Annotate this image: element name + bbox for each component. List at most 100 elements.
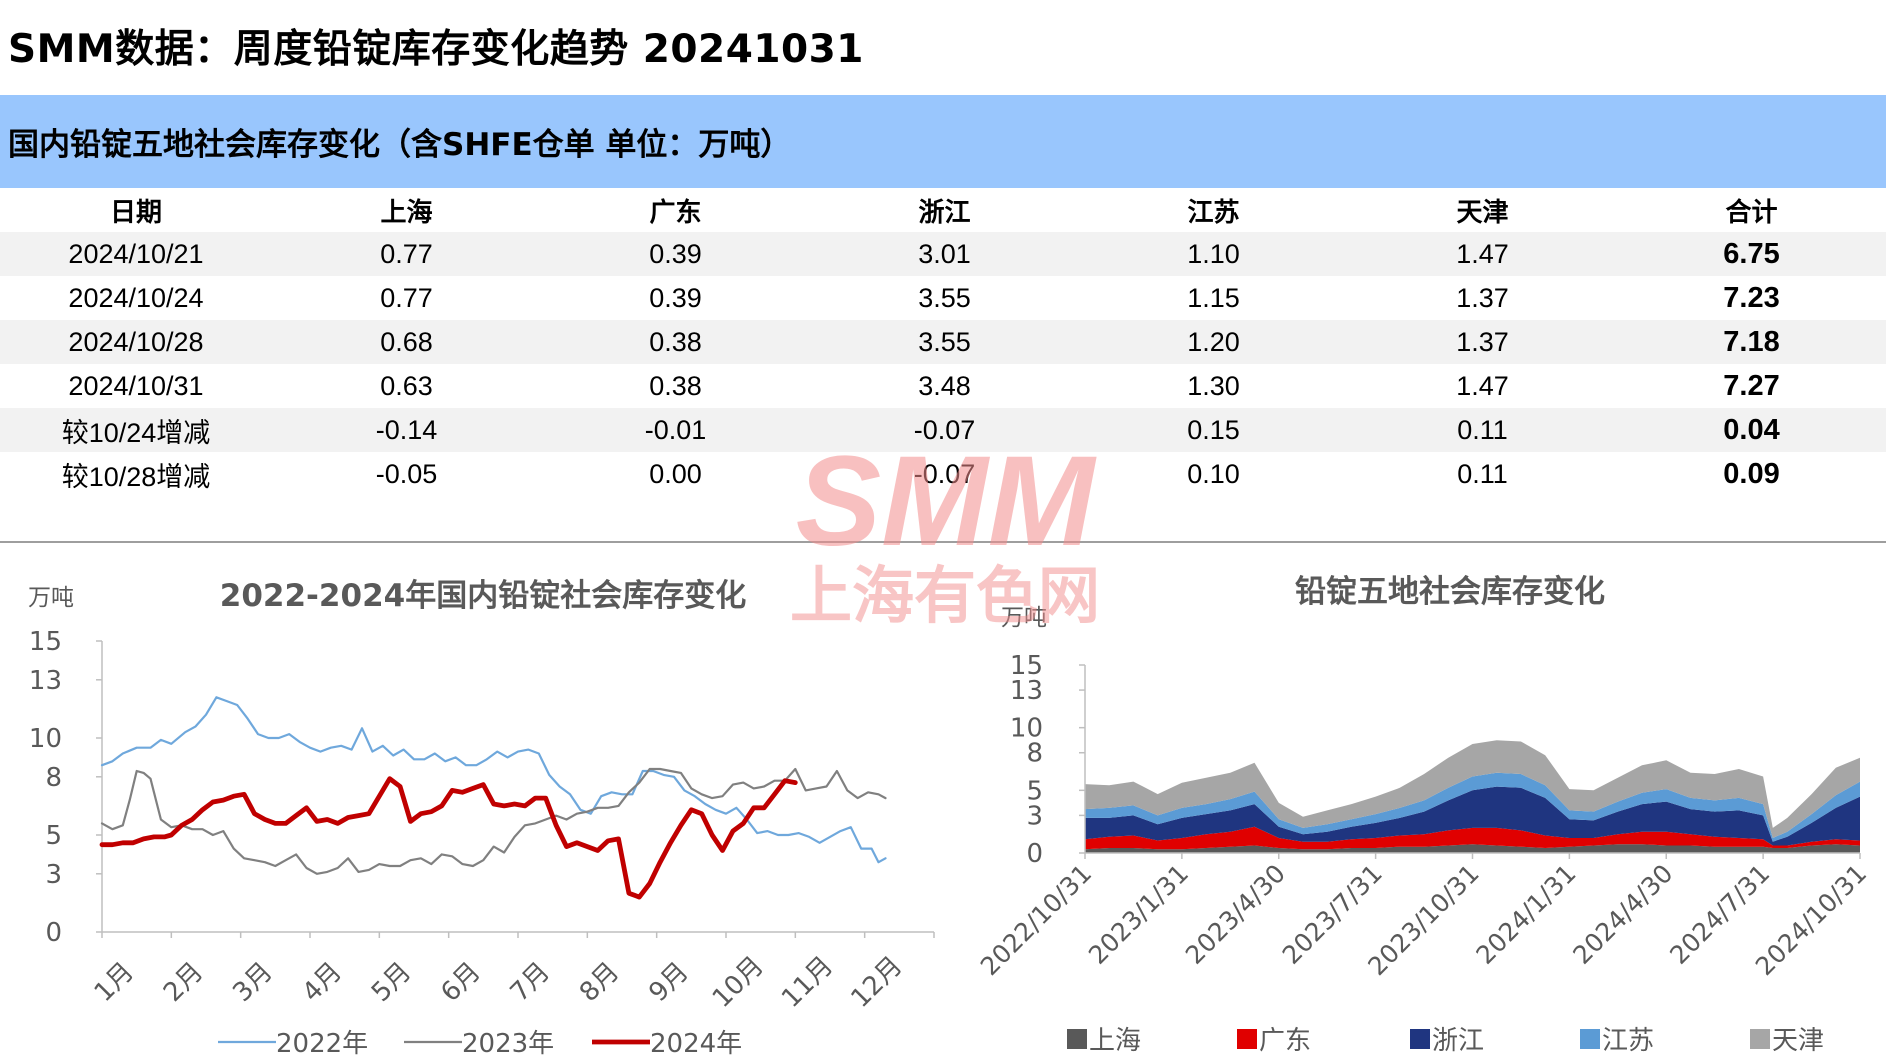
series-line [100,767,887,875]
area-广东 [1085,826,1860,850]
cell-value: 1.47 [1348,232,1617,276]
area-上海 [1085,844,1860,853]
header-zhejiang: 浙江 [918,197,971,228]
table-row: 2024/10/21 0.77 0.39 3.01 1.10 1.47 6.75 [0,232,1886,276]
chart-yearly-comparison: 2022-2024年国内铅锭社会库存变化 万吨 0 3 5 8 10 13 15 1月 2月 3月 4月… [28,578,935,1059]
cell-total: 7.18 [1617,320,1886,364]
table-row: 2024/10/31 0.63 0.38 3.48 1.30 1.47 7.27 [0,364,1886,408]
cell-value: 1.30 [1187,370,1240,401]
y-axis-unit-label: 万吨 [1001,605,1047,631]
x-tick-label: 2022/10/31 [975,859,1097,981]
x-tick-label: 6月 [435,957,486,1008]
cell-value: 0.68 [272,320,541,364]
table-row: 2024/10/24 0.77 0.39 3.55 1.15 1.37 7.23 [0,276,1886,320]
section-divider [0,541,1886,543]
chart-title: 2022-2024年国内铅锭社会库存变化 [220,578,746,614]
legend-label: 上海 [1089,1026,1141,1056]
cell-value: 1.10 [1079,232,1348,276]
x-tick-label: 7月 [505,957,556,1008]
cell-date: 2024/10/31 [68,370,204,401]
page-title: SMM数据：周度铅锭库存变化趋势 20241031 [8,27,864,72]
y-tick-label: 8 [1026,739,1043,769]
cell-value: 1.37 [1456,282,1509,313]
cell-value: 0.39 [649,282,702,313]
legend-swatch [1237,1029,1257,1049]
cell-value: 0.77 [380,282,433,313]
x-tick-label: 4月 [297,957,348,1008]
cell-value: -0.07 [913,458,976,489]
cell-value: 0.10 [1187,458,1240,489]
cell-value: 1.15 [1187,282,1240,313]
y-tick-label: 10 [29,724,62,754]
table-row: 较10/24增减 -0.14 -0.01 -0.07 0.15 0.11 0.0… [0,408,1886,452]
cell-total: 0.04 [1617,408,1886,452]
header-shanghai: 上海 [380,197,433,228]
cell-value: 0.11 [1348,408,1617,452]
table-title: 国内铅锭五地社会库存变化（含SHFE仓单 单位：万吨） [8,127,792,163]
y-tick-label: 0 [1026,839,1043,869]
cell-value: 1.47 [1456,370,1509,401]
cell-value: 1.37 [1348,320,1617,364]
cell-value: -0.14 [272,408,541,452]
cell-value: 3.55 [810,320,1079,364]
table-row: 2024/10/28 0.68 0.38 3.55 1.20 1.37 7.18 [0,320,1886,364]
legend-swatch [1067,1029,1087,1049]
cell-value: -0.01 [541,408,810,452]
y-tick-label: 15 [1010,651,1043,681]
legend-label: 浙江 [1432,1026,1484,1056]
header-guangdong: 广东 [649,197,702,228]
area-天津 [1085,740,1860,838]
y-tick-label: 8 [45,763,62,793]
legend-label: 2024年 [650,1029,742,1059]
legend-swatch [1410,1029,1430,1049]
inventory-table: 日期 上海 广东 浙江 江苏 天津 合计 2024/10/21 0.77 0.3… [0,188,1886,496]
cell-value: 0.38 [541,320,810,364]
y-tick-label: 13 [29,666,62,696]
cell-date: 2024/10/24 [68,282,204,313]
cell-date: 2024/10/28 [0,320,272,364]
x-tick-label: 2023/1/31 [1083,859,1194,970]
x-tick-label: 12月 [846,951,909,1014]
series-line [100,696,887,864]
cell-value: 0.39 [541,232,810,276]
cell-total: 0.09 [1723,457,1780,490]
cell-value: 1.20 [1079,320,1348,364]
cell-value: 0.63 [380,370,433,401]
y-axis-unit-label: 万吨 [28,585,74,611]
legend-label: 天津 [1772,1026,1824,1056]
y-tick-label: 5 [1026,776,1043,806]
legend-label: 2022年 [276,1029,368,1059]
x-tick-label: 2024/1/31 [1470,859,1581,970]
table-header-row: 日期 上海 广东 浙江 江苏 天津 合计 [0,188,1886,232]
y-tick-label: 13 [1010,676,1043,706]
cell-value: 0.11 [1457,458,1508,489]
legend-label: 江苏 [1602,1026,1654,1056]
y-tick-label: 3 [45,860,62,890]
x-tick-label: 3月 [227,957,278,1008]
table-row: 较10/28增减 -0.05 0.00 -0.07 0.10 0.11 0.09 [0,452,1886,496]
legend-label: 2023年 [462,1029,554,1059]
y-tick-label: 10 [1010,714,1043,744]
cell-value: 3.01 [810,232,1079,276]
legend-swatch [1750,1029,1770,1049]
header-tianjin: 天津 [1456,197,1509,228]
cell-value: -0.05 [375,458,438,489]
cell-value: 0.38 [649,370,702,401]
y-tick-label: 15 [29,627,62,657]
table-title-band: 国内铅锭五地社会库存变化（含SHFE仓单 单位：万吨） [0,95,1886,188]
x-tick-label: 2024/4/30 [1567,859,1678,970]
series-line [99,776,798,900]
cell-date: 较10/24增减 [0,408,272,452]
legend-label: 广东 [1259,1026,1311,1056]
x-tick-label: 10月 [707,951,770,1014]
x-tick-label: 9月 [643,957,694,1008]
header-date: 日期 [109,197,162,228]
x-tick-label: 11月 [776,951,839,1014]
cell-total: 6.75 [1617,232,1886,276]
legend-swatch [1580,1029,1600,1049]
cell-value: 3.55 [918,282,971,313]
x-tick-label: 8月 [574,957,625,1008]
header-total: 合计 [1725,197,1778,228]
area-江苏 [1085,772,1860,842]
